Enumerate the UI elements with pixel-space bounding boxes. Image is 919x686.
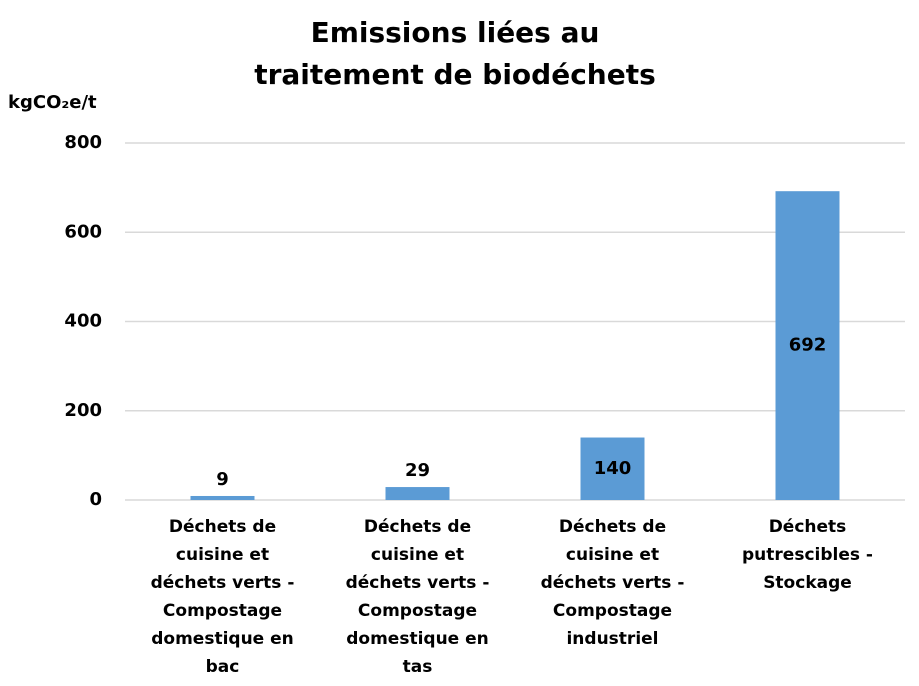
y-tick-label: 0 (89, 489, 102, 510)
data-label: 29 (405, 460, 430, 481)
chart-title: Emissions liées au traitement de biodéche… (254, 16, 656, 91)
y-tick-label: 600 (64, 221, 102, 242)
bar (775, 191, 840, 500)
x-tick-label: Déchets de cuisine et déchets verts -Compo… (541, 517, 685, 649)
x-tick-label: Déchets putrescibles -Stockage (742, 517, 873, 593)
y-tick-label: 400 (64, 311, 102, 332)
x-tick-label: Déchets de cuisine et déchets verts -Compo… (346, 517, 490, 677)
y-tick-label: 200 (64, 400, 102, 421)
data-label: 140 (594, 458, 632, 479)
y-tick-label: 800 (64, 132, 102, 153)
bar (580, 437, 645, 500)
data-label: 9 (216, 469, 229, 490)
x-tick-label: Déchets de cuisine et déchets verts -Compo… (151, 517, 295, 677)
y-axis-label: kgCO₂e/t (8, 92, 97, 113)
data-label: 692 (789, 335, 827, 356)
bar (385, 487, 450, 500)
bar (190, 495, 255, 500)
